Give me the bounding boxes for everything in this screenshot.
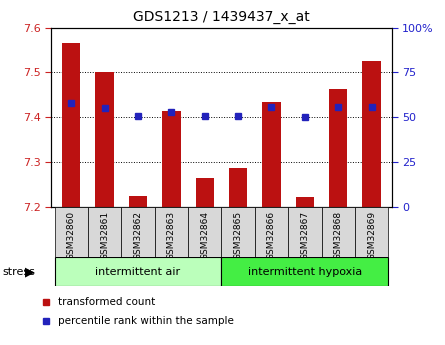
Text: ▶: ▶ (25, 265, 35, 278)
Bar (295, 197, 314, 207)
Bar (262, 102, 281, 207)
Text: percentile rank within the sample: percentile rank within the sample (58, 316, 234, 326)
Bar (222, 257, 388, 286)
FancyBboxPatch shape (322, 207, 355, 257)
FancyBboxPatch shape (55, 207, 88, 257)
Text: stress: stress (2, 267, 35, 277)
Bar (129, 196, 147, 207)
Text: GSM32869: GSM32869 (367, 211, 376, 260)
FancyBboxPatch shape (355, 207, 388, 257)
Text: GSM32862: GSM32862 (134, 211, 142, 260)
Text: GSM32866: GSM32866 (267, 211, 276, 260)
Text: transformed count: transformed count (58, 297, 155, 307)
Bar (195, 178, 214, 207)
FancyBboxPatch shape (222, 207, 255, 257)
Bar (162, 110, 181, 207)
Bar (62, 43, 81, 207)
Bar (362, 61, 381, 207)
FancyBboxPatch shape (155, 207, 188, 257)
Text: GSM32865: GSM32865 (234, 211, 243, 260)
Text: intermittent air: intermittent air (95, 267, 181, 277)
FancyBboxPatch shape (288, 207, 322, 257)
FancyBboxPatch shape (88, 207, 121, 257)
Bar (55, 257, 222, 286)
Text: intermittent hypoxia: intermittent hypoxia (248, 267, 362, 277)
Bar (95, 71, 114, 207)
FancyBboxPatch shape (255, 207, 288, 257)
Text: GSM32860: GSM32860 (67, 211, 76, 260)
FancyBboxPatch shape (121, 207, 155, 257)
Title: GDS1213 / 1439437_x_at: GDS1213 / 1439437_x_at (133, 10, 310, 24)
Text: GSM32863: GSM32863 (167, 211, 176, 260)
Text: GSM32864: GSM32864 (200, 211, 209, 260)
Bar (229, 168, 247, 207)
Text: GSM32868: GSM32868 (334, 211, 343, 260)
Bar (329, 89, 348, 207)
Text: GSM32867: GSM32867 (300, 211, 309, 260)
FancyBboxPatch shape (188, 207, 222, 257)
Text: GSM32861: GSM32861 (100, 211, 109, 260)
